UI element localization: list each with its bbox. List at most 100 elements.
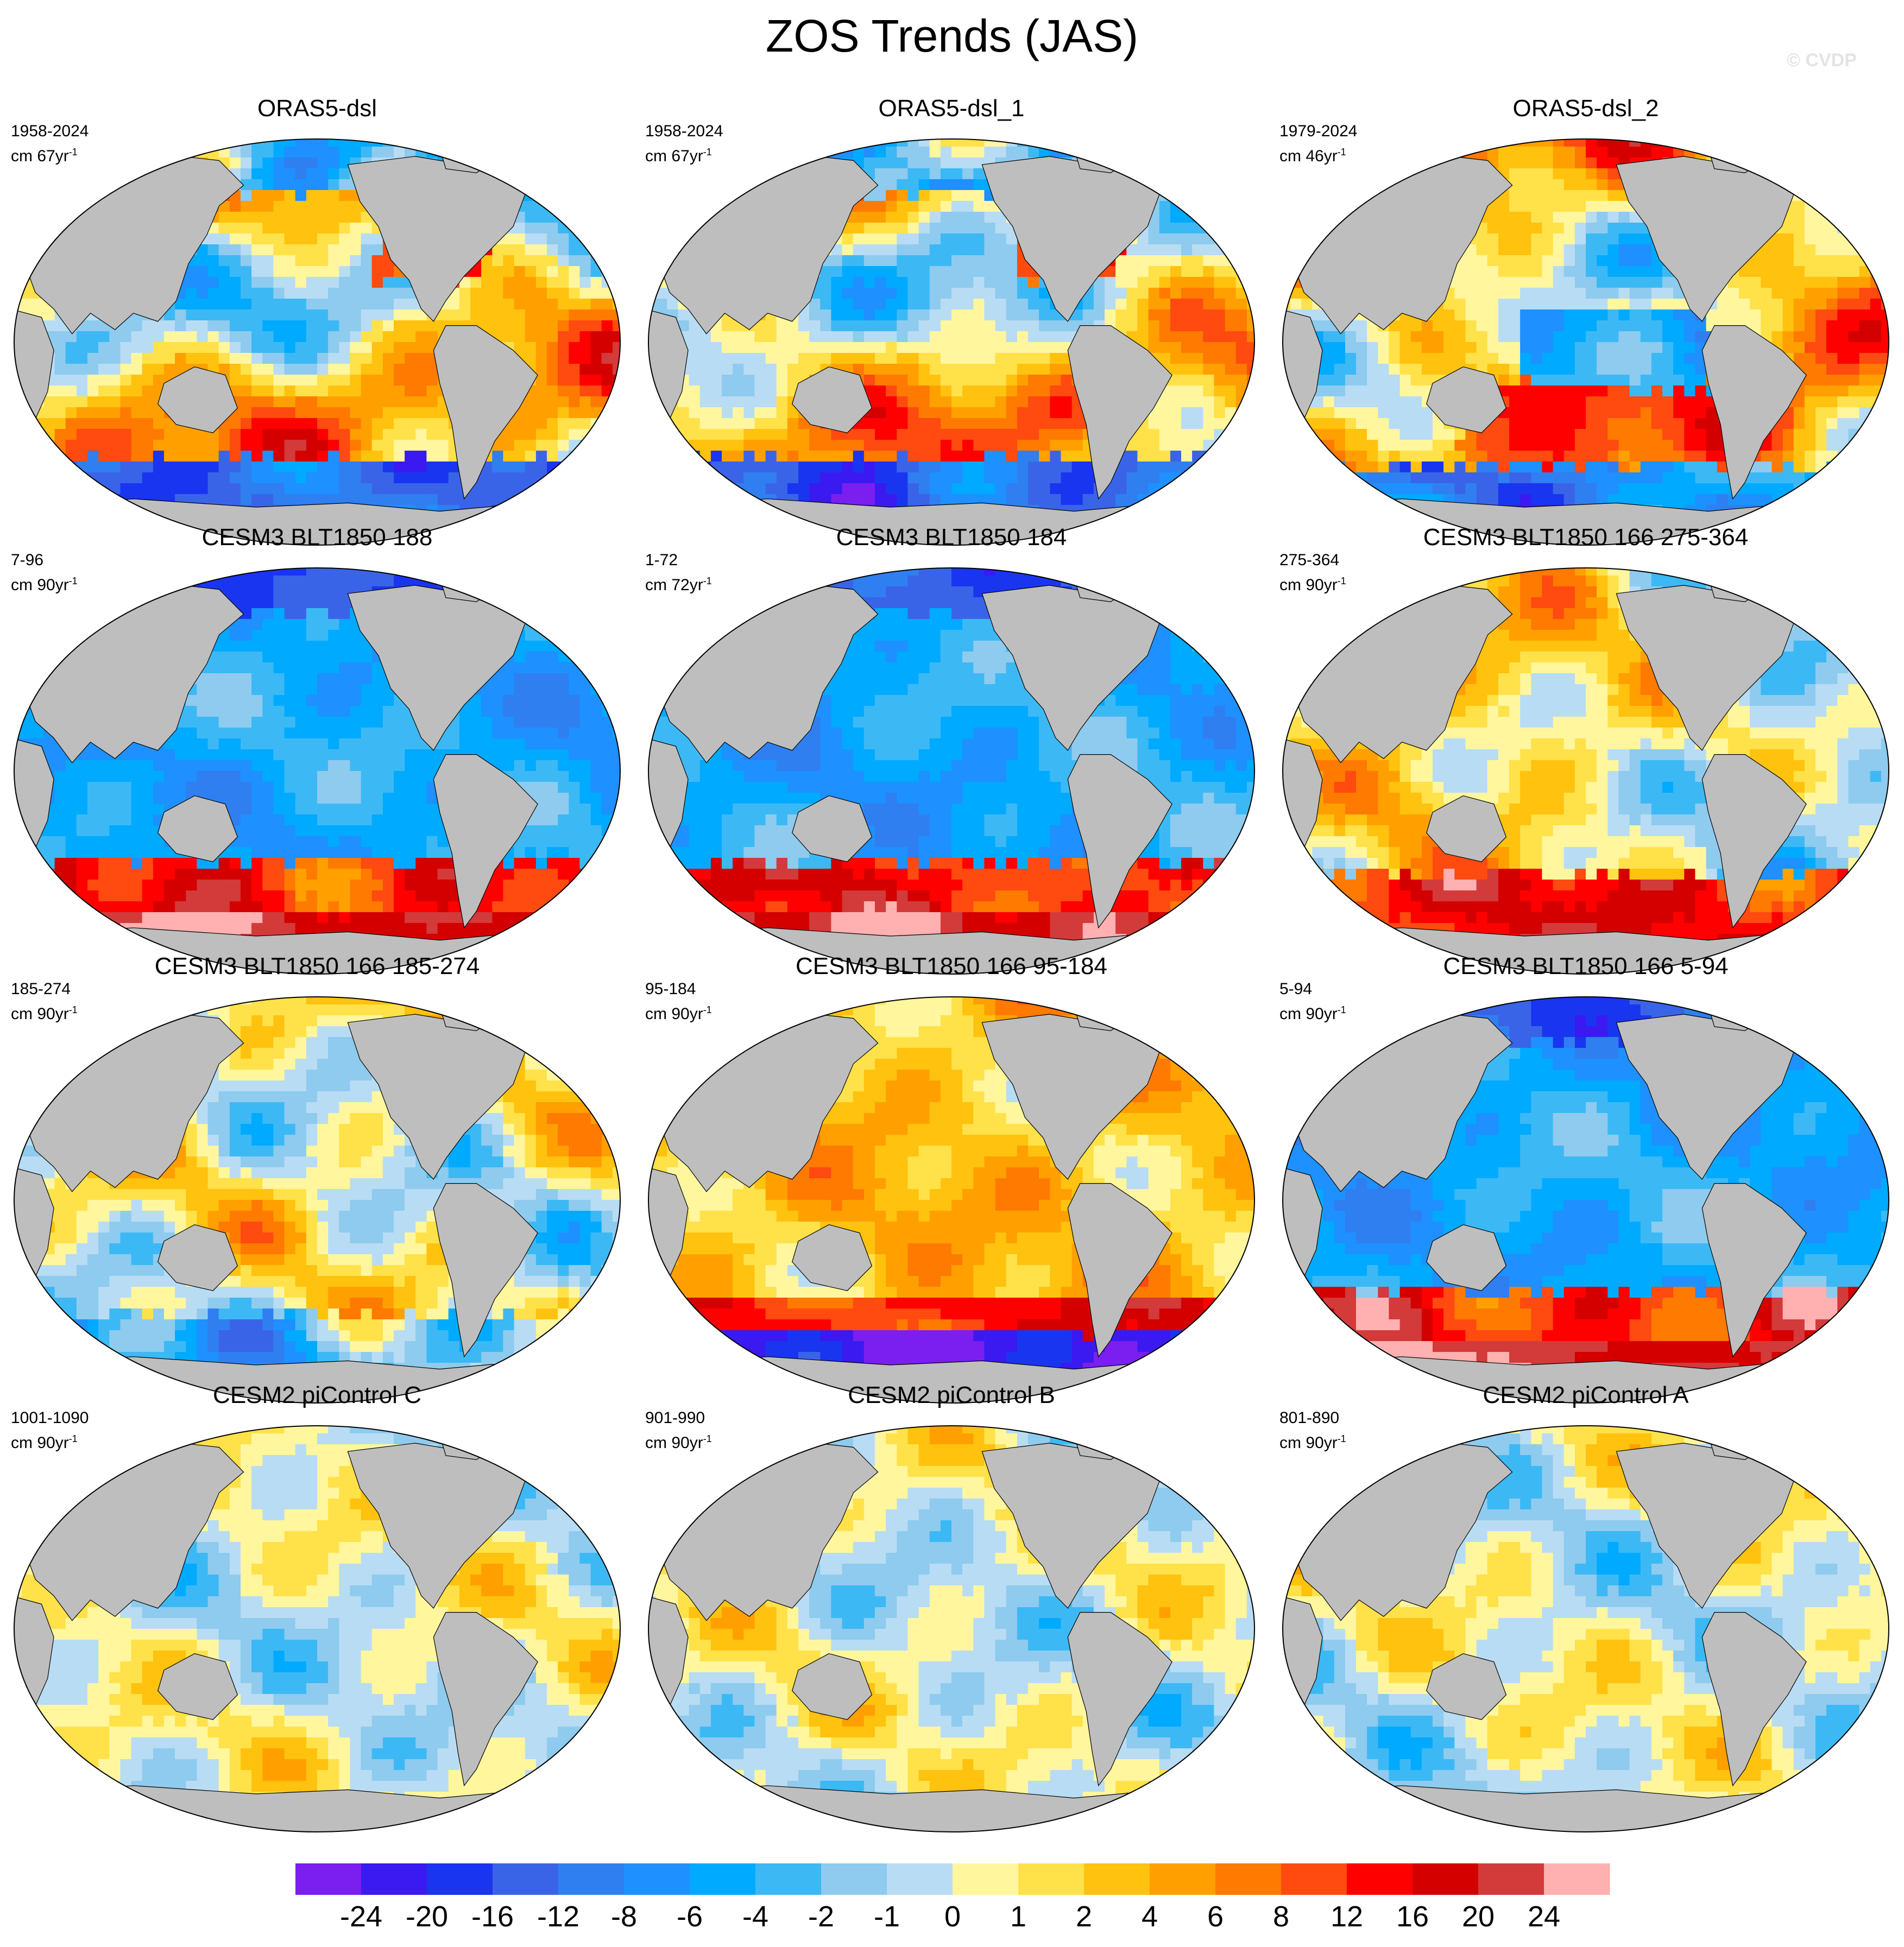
trend-cell [1181, 331, 1193, 343]
trend-cell [907, 483, 919, 495]
trend-cell [918, 396, 930, 408]
trend-cell [1454, 266, 1466, 277]
map-panel: ORAS5-dsl_2 1979-2024 cm 46yr-1 [1269, 95, 1903, 546]
trend-cell [525, 233, 537, 245]
trend-cell [907, 233, 919, 245]
trend-cell [918, 375, 930, 386]
trend-cell [689, 364, 701, 375]
trend-cell [251, 168, 263, 180]
trend-cell [295, 320, 307, 332]
trend-cell [667, 212, 678, 223]
trend-cell [1498, 244, 1510, 256]
trend-cell [1597, 179, 1608, 191]
trend-cell [1235, 223, 1247, 234]
trend-cell [918, 440, 930, 451]
trend-cell [371, 244, 383, 256]
trend-cell [251, 288, 263, 299]
trend-cell [579, 277, 591, 288]
trend-cell [328, 342, 339, 353]
trend-cell [831, 451, 843, 462]
trend-cell [601, 364, 613, 375]
trend-cell [1225, 223, 1237, 234]
trend-cell [1203, 364, 1214, 375]
trend-cell [929, 157, 941, 169]
trend-cell [656, 212, 667, 223]
trend-cell [787, 342, 799, 353]
trend-cell [875, 342, 886, 353]
trend-cell [361, 353, 373, 364]
trend-cell [853, 255, 865, 267]
trend-cell [262, 255, 274, 267]
trend-cell [1126, 157, 1138, 169]
trend-cell [863, 353, 875, 364]
trend-cell [1093, 147, 1105, 158]
trend-cell [962, 396, 974, 408]
trend-cell [284, 147, 296, 158]
trend-cell [262, 483, 274, 495]
trend-cell [1181, 157, 1193, 169]
trend-cell [1815, 157, 1827, 169]
trend-cell [699, 429, 711, 440]
trend-cell [525, 320, 537, 332]
trend-cell [558, 462, 569, 473]
trend-cell [295, 462, 307, 473]
trend-cell [1006, 364, 1018, 375]
trend-cell [678, 494, 690, 505]
trend-cell [648, 483, 657, 495]
trend-cell [1082, 472, 1094, 484]
trend-cell [973, 147, 985, 158]
trend-cell [1717, 147, 1729, 158]
trend-cell [648, 418, 657, 429]
trend-cell [197, 288, 209, 299]
trend-cell [1367, 139, 1378, 147]
trend-cell [1159, 244, 1171, 256]
trend-cell [295, 440, 307, 451]
trend-cell [405, 418, 416, 429]
trend-cell [699, 472, 711, 484]
trend-cell [109, 385, 121, 397]
trend-cell [601, 223, 613, 234]
trend-cell [1017, 277, 1029, 288]
trend-cell [1126, 277, 1138, 288]
trend-cell [229, 157, 241, 169]
trend-cell [503, 483, 515, 495]
trend-cell [1203, 179, 1214, 191]
trend-cell [1225, 212, 1237, 223]
trend-cell [699, 342, 711, 353]
trend-cell [1017, 418, 1029, 429]
trend-cell [241, 255, 252, 267]
trend-cell [317, 147, 329, 158]
trend-cell [601, 168, 613, 180]
trend-cell [317, 157, 329, 169]
trend-cell [1520, 147, 1531, 158]
trend-cell [612, 385, 620, 397]
trend-cell [579, 157, 591, 169]
trend-cell [547, 233, 558, 245]
trend-cell [142, 483, 154, 495]
trend-cell [853, 139, 865, 147]
trend-cell [1170, 505, 1182, 516]
trend-cell [1345, 168, 1357, 180]
trend-cell [1498, 255, 1510, 267]
trend-cell [648, 440, 657, 451]
trend-cell [251, 353, 263, 364]
trend-cell [601, 462, 613, 473]
trend-cell [1017, 353, 1029, 364]
trend-cell [765, 396, 777, 408]
trend-cell [1214, 505, 1226, 516]
trend-cell [1640, 255, 1652, 267]
trend-cell [14, 429, 22, 440]
trend-cell [1607, 139, 1619, 147]
trend-cell [962, 494, 974, 505]
trend-cell [1881, 233, 1889, 245]
trend-cell [798, 472, 810, 484]
trend-cell [1750, 147, 1761, 158]
trend-cell [295, 396, 307, 408]
trend-cell [1662, 139, 1674, 147]
trend-cell [1246, 223, 1254, 234]
trend-cell [1225, 147, 1237, 158]
trend-cell [1870, 190, 1882, 201]
trend-cell [1859, 233, 1871, 245]
trend-cell [940, 266, 952, 277]
trend-cell [382, 429, 394, 440]
